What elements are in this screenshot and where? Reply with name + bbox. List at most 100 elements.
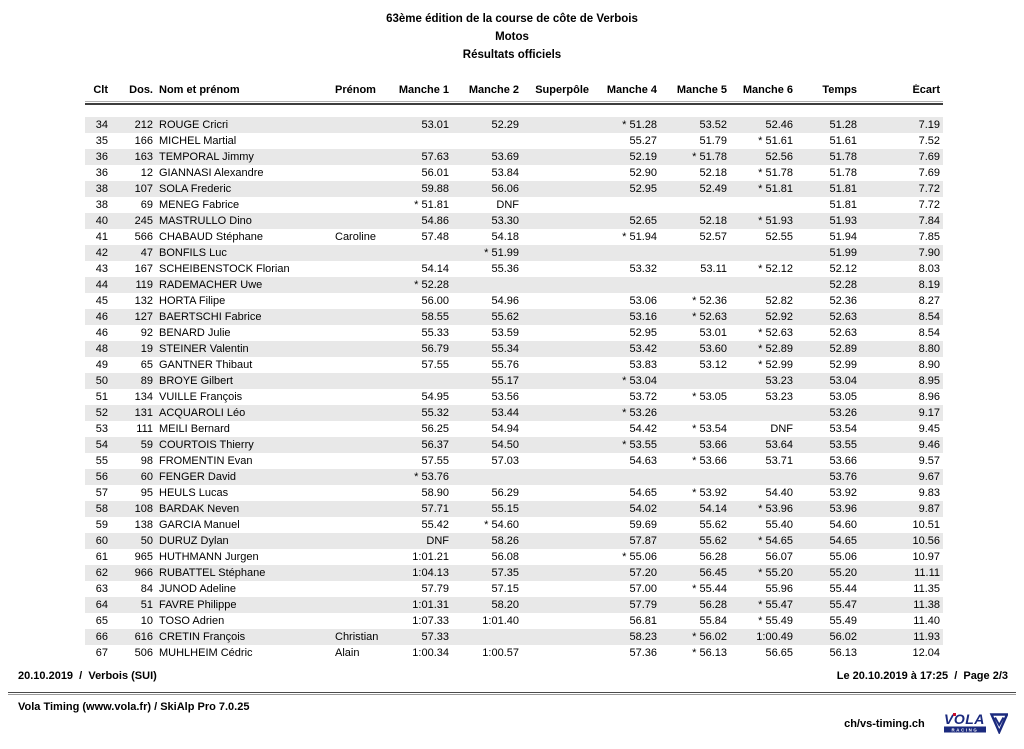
cell-clt: 54	[85, 437, 111, 453]
cell-superpole	[522, 421, 592, 437]
cell-manche6: 52.92	[730, 309, 796, 325]
cell-nom: STEINER Valentin	[156, 341, 332, 357]
cell-manche6: 56.65	[765, 647, 793, 659]
cell-temps: 51.78	[796, 149, 860, 165]
cell-superpole	[522, 645, 592, 661]
result-row: 64 51 FAVRE Philippe 1:01.31 58.20 57.79 56.28…	[85, 597, 943, 613]
col-header-superpole: Superpôle	[535, 84, 589, 96]
cell-manche5	[660, 469, 730, 485]
cell-manche2: 58.26	[452, 533, 522, 549]
cell-clt: 38	[85, 181, 111, 197]
cell-manche2: 54.94	[491, 423, 519, 435]
cell-clt: 49	[95, 359, 108, 371]
cell-prenom	[332, 613, 395, 629]
cell-superpole	[522, 549, 592, 565]
cell-manche4: 55.27	[629, 135, 657, 147]
cell-dos: 212	[111, 117, 156, 133]
cell-ecart: 8.27	[918, 295, 940, 307]
cell-ecart: 9.46	[860, 437, 943, 453]
cell-prenom	[332, 565, 395, 581]
cell-superpole	[522, 469, 592, 485]
result-row: 66 616 CRETIN François Christian 57.33 58.23 *…	[85, 629, 943, 645]
cell-manche6	[730, 245, 796, 261]
cell-manche4: 54.65	[629, 487, 657, 499]
result-row: 36 12 GIANNASI Alexandre 56.01 53.84 52.90 52.…	[85, 165, 943, 181]
cell-manche5: * 52.36	[692, 295, 727, 307]
cell-manche2: 57.03	[491, 455, 519, 467]
cell-dos: 95	[140, 487, 153, 499]
cell-superpole	[522, 309, 592, 325]
cell-ecart: 9.67	[860, 469, 943, 485]
cell-superpole	[522, 437, 592, 453]
cell-prenom: Caroline	[335, 231, 376, 243]
cell-manche1: 57.71	[395, 501, 452, 517]
cell-prenom	[332, 197, 395, 213]
cell-manche1: * 52.28	[395, 277, 452, 293]
cell-temps: 51.78	[829, 167, 857, 179]
cell-prenom	[332, 245, 395, 261]
cell-dos: 966	[111, 565, 156, 581]
cell-dos: 65	[140, 359, 153, 371]
cell-manche2: 1:01.40	[482, 615, 519, 627]
cell-clt: 40	[85, 213, 111, 229]
cell-prenom	[332, 341, 395, 357]
cell-manche1: 54.86	[395, 213, 452, 229]
cell-prenom: Christian	[332, 629, 395, 645]
cell-manche2: 56.29	[491, 487, 519, 499]
cell-superpole	[522, 597, 592, 613]
cell-manche5: 52.49	[660, 181, 730, 197]
category-title: Motos	[495, 31, 529, 43]
cell-manche6: * 51.61	[758, 135, 793, 147]
result-row: 61 965 HUTHMANN Jurgen 1:01.21 56.08 * 55.06 5…	[85, 549, 943, 565]
cell-dos: 84	[140, 583, 153, 595]
cell-manche6: 55.40	[765, 519, 793, 531]
cell-superpole	[522, 181, 592, 197]
result-row: 46 127 BAERTSCHI Fabrice 58.55 55.62 53.16 * 5…	[85, 309, 943, 325]
cell-manche2	[452, 277, 522, 293]
cell-nom: BENARD Julie	[159, 327, 231, 339]
cell-manche1: 57.55	[421, 455, 449, 467]
cell-clt: 62	[85, 565, 111, 581]
cell-temps: 51.28	[796, 117, 860, 133]
cell-ecart: 7.90	[860, 245, 943, 261]
cell-superpole	[522, 245, 592, 261]
cell-manche4: 53.32	[629, 263, 657, 275]
cell-nom: BROYE Gilbert	[156, 373, 332, 389]
cell-temps: 55.49	[829, 615, 857, 627]
cell-temps: 56.13	[829, 647, 857, 659]
cell-dos: 166	[134, 135, 153, 147]
cell-manche2: * 54.60	[484, 519, 519, 531]
cell-manche6: * 51.78	[758, 167, 793, 179]
cell-temps: 53.04	[796, 373, 860, 389]
cell-ecart: 8.19	[860, 277, 943, 293]
result-row: 38 69 MENEG Fabrice * 51.81 DNF 51.81 7.72	[85, 197, 943, 213]
cell-temps: 55.06	[829, 551, 857, 563]
col-header-prenom: Prénom	[335, 84, 376, 96]
cell-temps: 52.36	[829, 295, 857, 307]
cell-superpole	[522, 213, 592, 229]
cell-nom: BONFILS Luc	[156, 245, 332, 261]
cell-temps: 51.61	[829, 135, 857, 147]
cell-manche6: * 52.89	[730, 341, 796, 357]
cell-manche2: 54.18	[491, 231, 519, 243]
cell-manche4: 57.79	[592, 597, 660, 613]
cell-manche6	[730, 405, 796, 421]
result-row: 58 108 BARDAK Neven 57.71 55.15 54.02 54.14 * 5…	[85, 501, 943, 517]
cell-dos: 98	[140, 455, 153, 467]
cell-manche2: 53.69	[452, 149, 522, 165]
cell-manche4: * 55.06	[622, 551, 657, 563]
result-row: 63 84 JUNOD Adeline 57.79 57.15 57.00 * 55.44 5…	[85, 581, 943, 597]
cell-manche4: 52.65	[592, 213, 660, 229]
cell-ecart: 7.85	[918, 231, 940, 243]
cell-ecart: 10.56	[860, 533, 943, 549]
cell-ecart: 9.83	[918, 487, 940, 499]
cell-manche6: 52.46	[730, 117, 796, 133]
cell-nom: VUILLE François	[159, 391, 243, 403]
cell-manche5	[660, 197, 730, 213]
cell-manche6: 55.96	[765, 583, 793, 595]
cell-dos: 245	[111, 213, 156, 229]
cell-temps: 52.28	[796, 277, 860, 293]
cell-superpole	[522, 197, 592, 213]
cell-manche5: * 56.13	[692, 647, 727, 659]
cell-clt: 34	[85, 117, 111, 133]
